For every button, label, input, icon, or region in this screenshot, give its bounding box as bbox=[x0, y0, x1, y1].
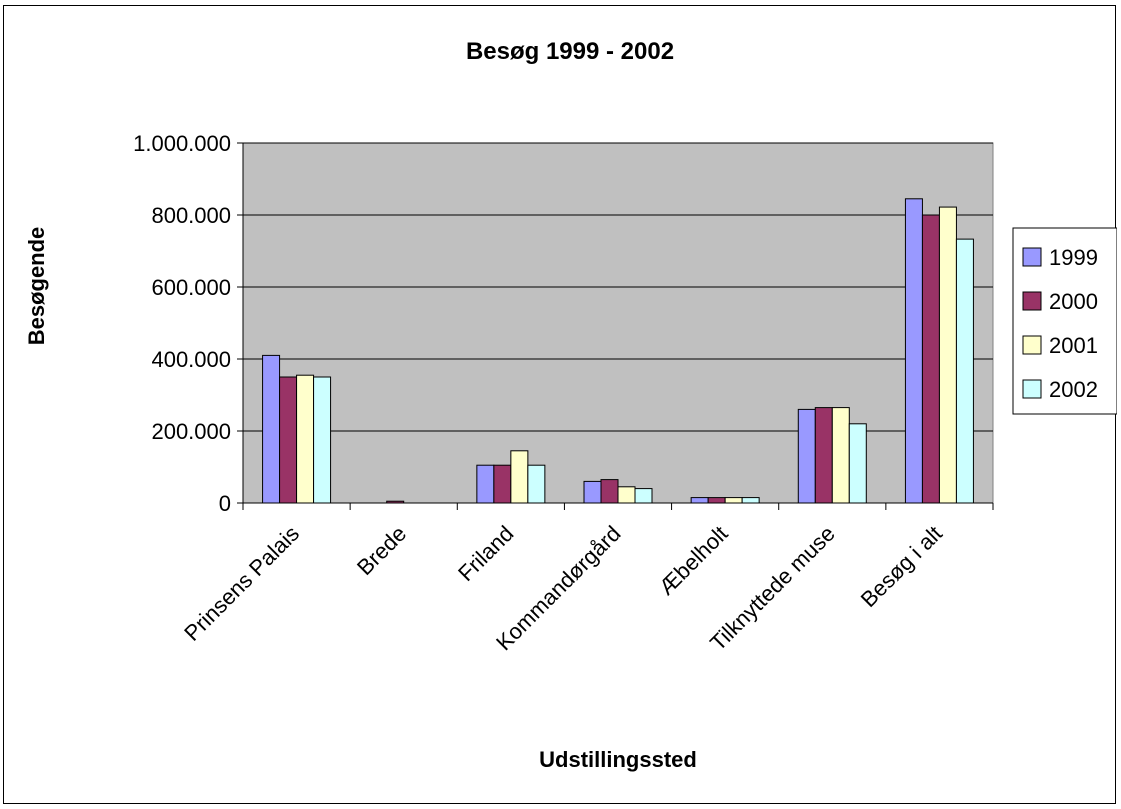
bar-1999 bbox=[690, 497, 709, 504]
bar-2000 bbox=[279, 376, 298, 504]
bar-2002 bbox=[313, 376, 332, 504]
y-tick-label: 1.000.000 bbox=[133, 131, 231, 156]
bar-1999 bbox=[476, 464, 495, 504]
y-tick-label: 800.000 bbox=[151, 203, 231, 228]
x-tick-labels: Prinsens Palais Brede FrilandKommandørgård… bbox=[179, 521, 947, 656]
legend-label: 2002 bbox=[1049, 377, 1098, 402]
y-tick-labels: 0 200.000 400.000 600.000 800.000 1.000.000 bbox=[133, 131, 231, 516]
bar-2001 bbox=[617, 486, 636, 504]
y-axis-label: Besøgende bbox=[24, 227, 49, 346]
legend: 1999 2000 2001 2002 bbox=[1012, 227, 1117, 415]
bar-2001 bbox=[724, 497, 743, 504]
bar-2002 bbox=[955, 238, 974, 504]
bar-2002 bbox=[634, 488, 653, 504]
bar-1999 bbox=[583, 480, 602, 504]
y-tick-label: 400.000 bbox=[151, 347, 231, 372]
bar-2000 bbox=[600, 479, 619, 504]
bars bbox=[262, 198, 974, 504]
x-tick-label: Æbelholt bbox=[654, 521, 733, 600]
chart-title: Besøg 1999 - 2002 bbox=[466, 38, 674, 65]
bar-2001 bbox=[938, 206, 957, 504]
bar-2000 bbox=[921, 214, 940, 504]
y-tick-label: 200.000 bbox=[151, 419, 231, 444]
plot-area bbox=[242, 142, 994, 504]
legend-label: 1999 bbox=[1049, 245, 1098, 270]
bar-2002 bbox=[741, 497, 760, 504]
bar-2001 bbox=[296, 374, 315, 504]
x-tick-label: Prinsens Palais bbox=[179, 521, 304, 646]
bar-2001 bbox=[510, 450, 529, 504]
bar-2001 bbox=[831, 407, 850, 504]
legend-swatch bbox=[1022, 291, 1042, 311]
bar-1999 bbox=[797, 408, 816, 504]
x-tick-label: Brede bbox=[352, 521, 411, 580]
bar-1999 bbox=[904, 198, 923, 504]
legend-swatch bbox=[1022, 379, 1042, 399]
legend-label: 2000 bbox=[1049, 289, 1098, 314]
x-axis-label: Udstillingssted bbox=[539, 747, 697, 772]
bar-1999 bbox=[262, 354, 281, 504]
legend-swatch bbox=[1022, 247, 1042, 267]
legend-swatch bbox=[1022, 335, 1042, 355]
bar-2000 bbox=[493, 464, 512, 504]
legend-label: 2001 bbox=[1049, 333, 1098, 358]
bar-2000 bbox=[707, 497, 726, 504]
chart-frame: Besøg 1999 - 2002 0 200.000 400.000 600.000… bbox=[3, 5, 1117, 804]
y-tick-label: 0 bbox=[219, 491, 231, 516]
axes bbox=[237, 142, 994, 510]
gridlines bbox=[243, 142, 993, 432]
y-tick-label: 600.000 bbox=[151, 275, 231, 300]
x-tick-label: Friland bbox=[453, 521, 518, 586]
bar-2002 bbox=[848, 423, 867, 504]
bar-2002 bbox=[527, 464, 546, 504]
x-tick-label: Besøg i alt bbox=[856, 521, 947, 612]
bar-chart: Besøg 1999 - 2002 0 200.000 400.000 600.000… bbox=[24, 38, 1117, 772]
bar-2000 bbox=[814, 407, 833, 504]
